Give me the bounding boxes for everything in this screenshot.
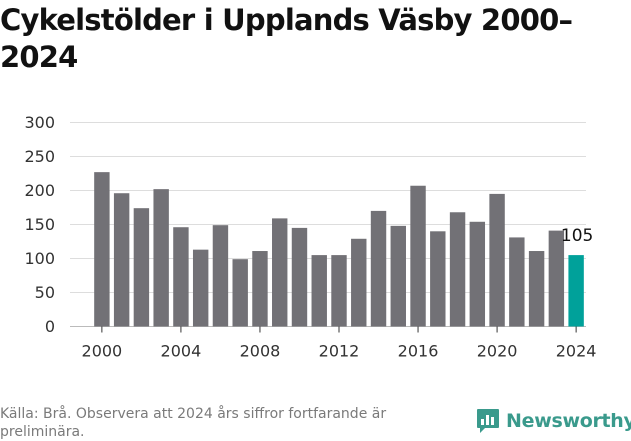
bar-2003 <box>153 189 169 327</box>
bar-2006 <box>212 225 229 327</box>
bar-2012 <box>331 255 347 327</box>
x-axis-ticks: 2000 2004 2008 2012 2016 2020 2024 <box>82 326 597 361</box>
newsworthy-logo-icon <box>477 409 499 433</box>
bar-2001 <box>113 193 130 327</box>
y-tick-label: 100 <box>24 249 55 268</box>
bar-2014 <box>370 210 387 327</box>
annotations: 105 <box>561 226 593 246</box>
bar-2004 <box>173 227 189 327</box>
x-tick-label: 2004 <box>161 342 202 361</box>
bar-2009 <box>272 218 288 327</box>
x-tick-label: 2008 <box>240 342 281 361</box>
y-tick-label: 250 <box>24 147 55 166</box>
bar-2008 <box>252 251 268 327</box>
bar-2016 <box>410 185 426 327</box>
newsworthy-logo-text: Newsworthy <box>506 410 631 432</box>
y-tick-label: 0 <box>45 317 55 336</box>
x-tick-label: 2020 <box>477 342 518 361</box>
y-tick-label: 200 <box>24 181 55 200</box>
bars <box>94 172 584 327</box>
bar-value-label: 105 <box>561 226 593 246</box>
y-axis-ticks: 0 50 100 150 200 250 300 <box>24 113 55 336</box>
bar-2023 <box>548 230 565 327</box>
x-tick-label: 2012 <box>319 342 360 361</box>
bar-2024 <box>568 255 584 327</box>
bar-2010 <box>291 227 308 327</box>
bar-2002 <box>133 208 150 327</box>
x-tick-label: 2016 <box>398 342 439 361</box>
bar-2018 <box>449 212 466 327</box>
bar-2022 <box>528 251 545 327</box>
x-tick-label: 2000 <box>82 342 123 361</box>
source-note: Källa: Brå. Observera att 2024 års siffr… <box>0 406 387 440</box>
bar-2020 <box>489 193 505 327</box>
newsworthy-logo: Newsworthy <box>476 408 631 434</box>
bar-2000 <box>94 172 110 327</box>
bar-2021 <box>509 237 525 327</box>
bar-2015 <box>390 225 406 327</box>
x-tick-label: 2024 <box>556 342 597 361</box>
bar-2011 <box>311 255 327 327</box>
bar-2007 <box>232 259 248 327</box>
bar-2019 <box>469 221 486 327</box>
y-tick-label: 50 <box>35 283 55 302</box>
bar-2013 <box>351 238 367 327</box>
bar-2005 <box>192 249 209 327</box>
y-tick-label: 150 <box>24 215 55 234</box>
chart-title: Cykelstölder i Upplands Väsby 2000–2024 <box>0 3 573 74</box>
y-tick-label: 300 <box>24 113 55 132</box>
bar-2017 <box>430 231 446 327</box>
